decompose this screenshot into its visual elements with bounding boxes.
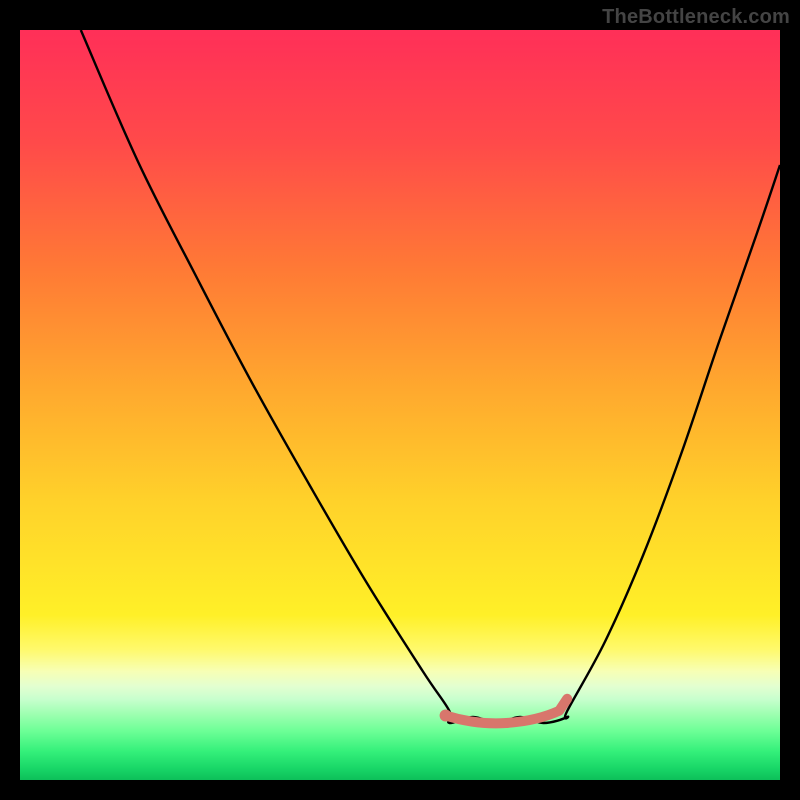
chart-svg (0, 0, 800, 800)
sweet-spot-start-dot (440, 710, 452, 722)
plot-background (20, 30, 780, 780)
chart-stage: TheBottleneck.com (0, 0, 800, 800)
